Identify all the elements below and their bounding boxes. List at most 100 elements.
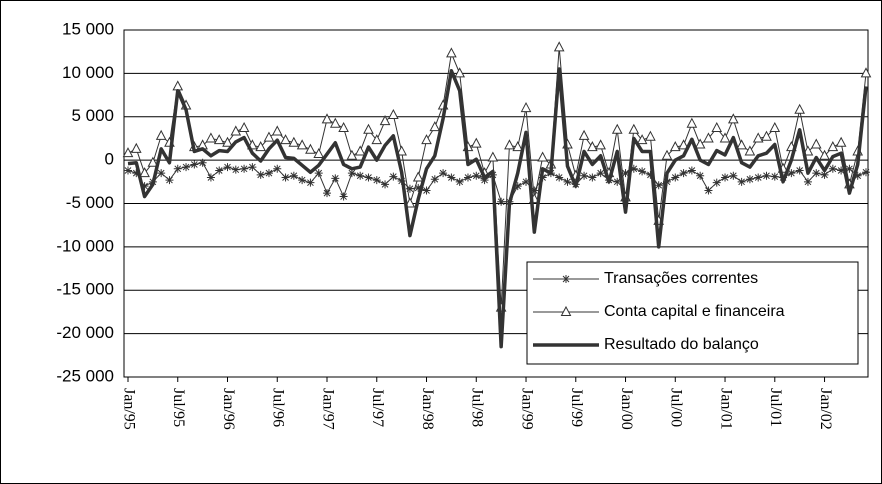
- triangle-marker: [744, 145, 756, 156]
- star-marker: [231, 165, 240, 174]
- star-marker: [281, 173, 290, 182]
- triangle-marker: [512, 141, 524, 152]
- triangle-marker: [703, 132, 714, 143]
- star-marker: [580, 171, 589, 180]
- triangle-marker: [139, 167, 150, 178]
- star-marker: [455, 177, 464, 186]
- star-marker: [132, 169, 141, 178]
- triangle-marker: [520, 102, 532, 113]
- star-marker: [198, 158, 207, 167]
- star-marker: [787, 169, 796, 178]
- star-marker: [306, 178, 315, 187]
- triangle-marker: [686, 117, 698, 128]
- star-marker: [472, 171, 481, 180]
- triangle-marker: [346, 149, 358, 160]
- y-tick-label: -10 000: [56, 236, 114, 255]
- star-marker: [671, 173, 680, 182]
- triangle-marker: [560, 305, 572, 316]
- triangle-marker: [213, 134, 225, 145]
- triangle-marker: [827, 141, 839, 152]
- x-tick-label: Jan/97: [319, 388, 336, 430]
- triangle-marker: [155, 129, 167, 140]
- series-line: [127, 67, 868, 349]
- star-marker: [588, 173, 597, 182]
- triangle-marker: [446, 47, 457, 58]
- star-marker: [679, 169, 688, 178]
- star-marker: [264, 169, 273, 178]
- triangle-marker: [669, 141, 681, 152]
- triangle-marker: [819, 149, 830, 160]
- star-marker: [356, 171, 365, 180]
- y-tick-label: 15 000: [62, 19, 114, 38]
- star-marker: [828, 164, 837, 173]
- triangle-marker: [611, 123, 623, 134]
- series: [124, 158, 870, 206]
- triangle-marker: [678, 139, 689, 150]
- star-marker: [347, 169, 356, 178]
- star-marker: [745, 175, 754, 184]
- triangle-marker: [727, 113, 739, 124]
- star-marker: [770, 172, 779, 181]
- triangle-marker: [578, 129, 590, 140]
- star-marker: [638, 167, 647, 176]
- star-marker: [530, 186, 539, 195]
- y-tick-label: 5 000: [71, 106, 114, 125]
- triangle-marker: [329, 117, 341, 128]
- star-marker: [704, 186, 713, 195]
- x-tick-label: Jan/95: [120, 388, 137, 430]
- star-marker: [513, 182, 522, 191]
- triangle-marker: [487, 151, 499, 162]
- star-marker: [853, 171, 862, 180]
- triangle-marker: [263, 131, 275, 142]
- star-marker: [215, 166, 224, 175]
- star-marker: [555, 173, 564, 182]
- y-tick-label: -20 000: [56, 323, 114, 342]
- triangle-marker: [537, 151, 548, 162]
- triangle-marker: [736, 139, 747, 150]
- star-marker: [596, 169, 605, 178]
- star-marker: [621, 169, 630, 178]
- triangle-marker: [404, 197, 416, 208]
- x-tick-label: Jul/97: [369, 388, 386, 427]
- star-marker: [613, 177, 622, 186]
- triangle-marker: [313, 147, 325, 159]
- triangle-marker: [396, 145, 407, 156]
- star-marker: [497, 197, 506, 206]
- triangle-marker: [222, 136, 233, 147]
- star-marker: [795, 166, 804, 175]
- triangle-marker: [595, 139, 606, 150]
- star-marker: [812, 169, 821, 178]
- triangle-marker: [761, 130, 772, 141]
- star-marker: [447, 173, 456, 182]
- x-tick-label: Jul/98: [469, 388, 486, 427]
- star-marker: [837, 166, 846, 175]
- star-marker: [729, 171, 738, 180]
- star-marker: [173, 164, 182, 173]
- star-marker: [405, 184, 414, 193]
- triangle-marker: [719, 132, 731, 143]
- x-tick-label: Jul/95: [170, 388, 187, 427]
- star-marker: [190, 160, 199, 169]
- star-marker: [339, 192, 348, 201]
- triangle-marker: [794, 103, 805, 114]
- triangle-marker: [130, 142, 142, 153]
- star-marker: [223, 163, 232, 172]
- triangle-marker: [338, 121, 349, 133]
- x-tick-label: Jul/99: [568, 388, 585, 427]
- triangle-marker: [769, 121, 781, 133]
- star-marker: [687, 166, 696, 175]
- star-marker: [206, 173, 215, 182]
- y-tick-label: 10 000: [62, 63, 114, 82]
- star-marker: [721, 173, 730, 182]
- triangle-marker: [810, 138, 822, 149]
- star-marker: [372, 176, 381, 185]
- x-tick-label: Jan/02: [817, 388, 834, 430]
- star-marker: [430, 175, 439, 184]
- star-marker: [762, 171, 771, 180]
- triangle-marker: [454, 67, 466, 78]
- star-marker: [654, 181, 663, 190]
- plot-frame: [123, 29, 869, 378]
- x-tick-label: Jul/01: [767, 388, 784, 427]
- triangle-marker: [628, 123, 640, 134]
